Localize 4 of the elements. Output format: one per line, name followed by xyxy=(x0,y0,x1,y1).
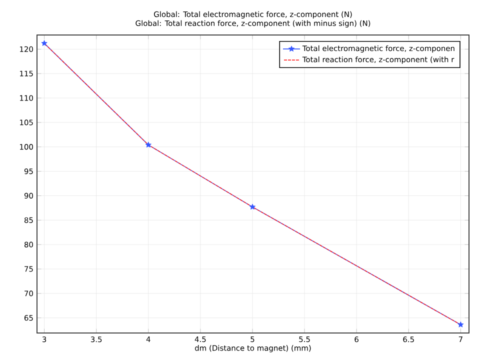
point xyxy=(249,204,256,210)
point xyxy=(145,142,152,148)
point xyxy=(458,322,464,328)
point xyxy=(41,40,48,46)
